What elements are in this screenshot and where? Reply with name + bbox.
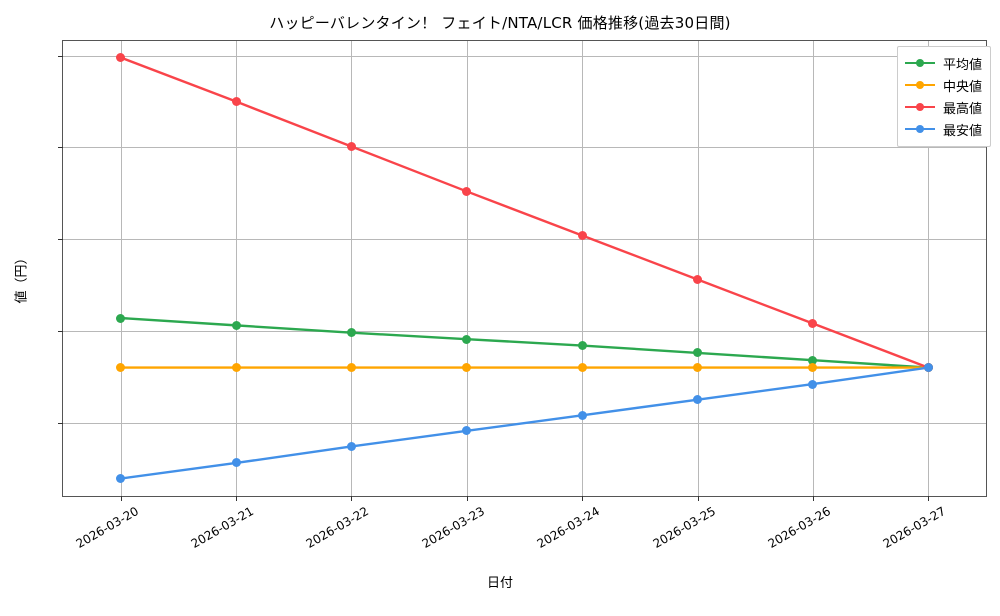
series-lines [119,56,930,480]
chart-figure: ハッピーバレンタイン！ フェイト/NTA/LCR 価格推移(過去30日間) 値（… [14,14,991,591]
legend-item[interactable]: 平均値 [904,52,982,74]
data-point-marker [693,348,703,358]
gridline-horizontal [63,239,986,241]
legend-item[interactable]: 中央値 [904,74,982,96]
legend-swatch-icon [904,79,935,91]
gridline-vertical [351,41,353,496]
y-tick-mark [58,330,63,332]
legend-swatch-icon [904,101,935,113]
chart-title: ハッピーバレンタイン！ フェイト/NTA/LCR 価格推移(過去30日間) [269,14,731,32]
data-point-marker [346,141,356,151]
x-tick-mark [466,496,468,501]
legend-item[interactable]: 最安値 [904,118,982,140]
x-tick-mark [812,496,814,501]
x-tick-mark [697,496,699,501]
data-point-marker [231,97,241,107]
y-tick-mark [58,55,63,57]
data-point-marker [693,363,703,373]
data-point-marker [346,441,356,451]
legend-label: 平均値 [942,57,982,73]
x-tick-mark [351,496,353,501]
x-tick-label: 2026-03-20 [73,504,141,551]
gridline-vertical [236,41,238,496]
data-point-marker [577,410,587,420]
gridline-vertical [697,41,699,496]
y-tick-mark [58,147,63,149]
data-point-marker [577,363,587,373]
data-point-marker [346,328,356,338]
data-point-marker [693,395,703,405]
legend-label: 最安値 [942,123,982,139]
data-point-marker [462,363,472,373]
data-point-marker [923,363,933,373]
data-point-marker [808,319,818,329]
data-point-marker [808,355,818,365]
plot-area [58,40,987,501]
gridline-horizontal [63,330,986,332]
data-point-marker [693,275,703,284]
legend-swatch-icon [904,123,935,135]
data-point-marker [116,53,126,62]
data-point-marker [231,458,241,468]
x-axis-label: 日付 [486,576,513,591]
y-tick-mark [58,422,63,424]
series-line [119,56,930,369]
legend-label: 最高値 [942,101,982,117]
x-tick-mark [928,496,930,501]
data-point-marker [462,186,472,196]
x-tick-mark [120,496,122,501]
gridline-horizontal [63,55,986,57]
series-line [119,366,930,480]
data-point-marker [346,363,356,373]
data-point-marker [462,426,472,436]
legend-item[interactable]: 最高値 [904,96,982,118]
gridline-horizontal [63,147,986,149]
gridline-vertical [812,41,814,496]
x-tick-mark [236,496,238,501]
data-point-marker [116,474,126,484]
data-point-marker [231,320,241,330]
data-point-marker [577,341,587,351]
y-axis-label: 値（円） [14,251,30,304]
x-tick-mark [582,496,584,501]
data-point-marker [116,363,126,373]
gridline-vertical [928,41,930,496]
data-point-marker [808,379,818,389]
legend-swatch-icon [904,57,935,69]
data-point-marker [808,363,818,373]
chart-legend: 平均値中央値最高値最安値 [896,46,991,147]
legend-label: 中央値 [942,79,982,95]
y-tick-mark [58,239,63,241]
gridline-vertical [120,41,122,496]
data-point-marker [116,313,126,323]
data-point-marker [231,363,241,373]
gridline-vertical [466,41,468,496]
gridline-vertical [582,41,584,496]
data-point-marker [577,230,587,240]
data-point-marker [462,334,472,344]
series-line [119,316,930,369]
